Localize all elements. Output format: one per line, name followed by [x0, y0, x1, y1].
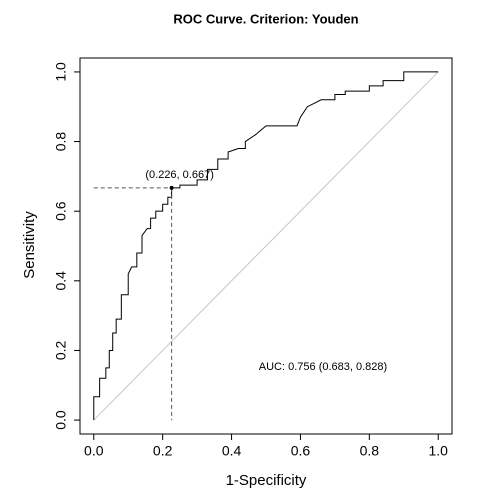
y-tick-label: 0.2	[53, 341, 69, 361]
y-tick-label: 0.6	[53, 201, 69, 221]
x-tick-label: 0.4	[222, 443, 242, 459]
cutoff-label: (0.226, 0.667)	[145, 169, 214, 181]
x-tick-label: 0.8	[360, 443, 380, 459]
y-axis-label: Sensitivity	[21, 211, 38, 279]
y-tick-label: 1.0	[53, 62, 69, 82]
cutoff-point	[169, 185, 174, 190]
x-tick-label: 0.6	[291, 443, 311, 459]
chart-title: ROC Curve. Criterion: Youden	[173, 11, 358, 26]
reference-line	[93, 71, 439, 421]
x-tick-label: 0.0	[84, 443, 104, 459]
y-tick-label: 0.0	[53, 410, 69, 430]
y-tick-label: 0.8	[53, 132, 69, 152]
plot-frame	[79, 57, 453, 435]
y-tick-label: 0.4	[53, 271, 69, 291]
auc-label: AUC: 0.756 (0.683, 0.828)	[259, 361, 387, 373]
x-tick-label: 1.0	[428, 443, 448, 459]
x-axis-label: 1-Specificity	[226, 472, 307, 489]
x-tick-label: 0.2	[153, 443, 173, 459]
